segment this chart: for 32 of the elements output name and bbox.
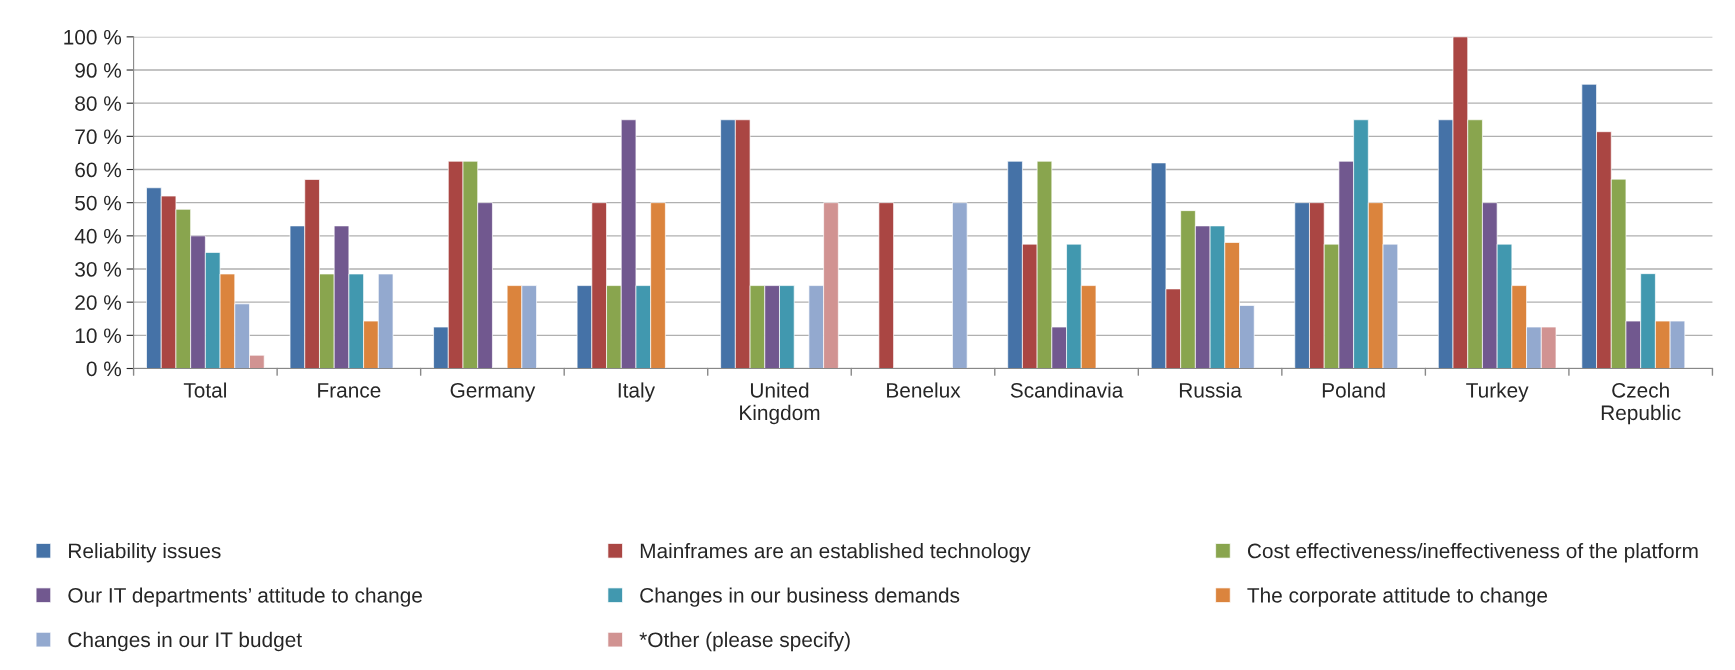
legend-label: Mainframes are an established technology	[640, 542, 1031, 563]
y-tick-label: 60 %	[75, 162, 122, 178]
y-tick-label: 90 %	[75, 63, 122, 78]
legend-label: Our IT departments’ attitude to change	[68, 587, 422, 607]
y-tick-label: 50 %	[75, 195, 122, 211]
x-tick-label: Benelux	[887, 382, 961, 398]
legend-label: Reliability issues	[69, 542, 221, 563]
bar	[952, 202, 968, 369]
y-tick-label: 80 %	[75, 96, 122, 111]
y-tick-label: 30 %	[75, 262, 122, 277]
x-tick-label: Turkey	[1466, 382, 1529, 402]
y-tick-label: 40 %	[74, 228, 122, 244]
y-tick-label: 70 %	[75, 129, 122, 145]
x-tick-label: Total	[183, 382, 226, 398]
legend-label: *Other (please specify)	[639, 631, 850, 652]
x-tick-label: Czech Republic	[1601, 382, 1681, 425]
x-tick-label: France	[318, 383, 381, 398]
y-tick-label: 10 %	[75, 328, 122, 344]
x-tick-label: Scandinavia	[1010, 382, 1124, 398]
x-tick-label: Russia	[1179, 382, 1242, 398]
x-tick-label: United Kingdom	[740, 382, 820, 425]
legend-label: Changes in our IT budget	[68, 631, 302, 652]
legend-label: The corporate attitude to change	[1247, 587, 1548, 607]
y-tick-label: 20 %	[75, 295, 122, 310]
x-tick-label: Italy	[618, 382, 656, 402]
y-tick-label: 0 %	[86, 361, 122, 377]
legend-label: Changes in our business demands	[640, 587, 960, 607]
bar	[878, 202, 894, 369]
y-tick-label: 100 %	[64, 29, 122, 45]
legend-label: Cost effectiveness/ineffectiveness of the platform	[1247, 542, 1698, 563]
x-tick-label: Poland	[1322, 382, 1385, 398]
x-tick-label: Germany	[450, 382, 536, 402]
